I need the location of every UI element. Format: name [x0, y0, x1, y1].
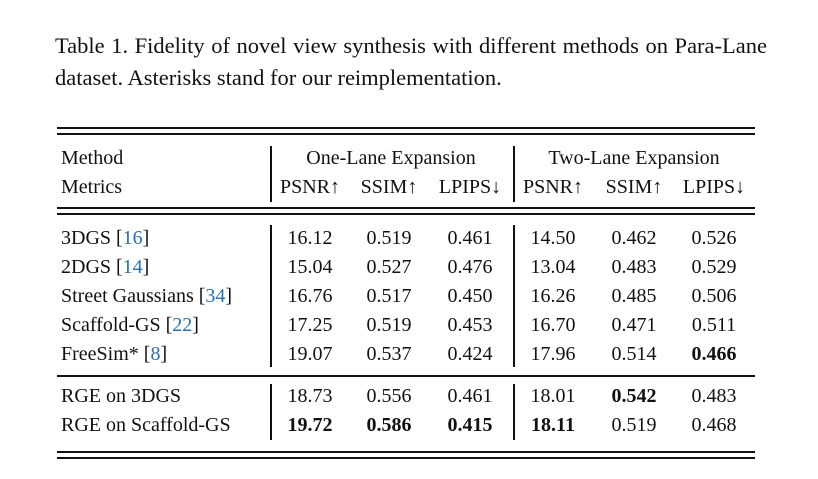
method-text: Scaffold-GS [ [61, 314, 173, 336]
method-text: RGE on Scaffold-GS [61, 414, 231, 436]
method-text: 2DGS [ [61, 256, 123, 278]
cell: 0.462 [611, 227, 657, 249]
cell: 0.519 [366, 227, 412, 249]
cell: 17.25 [287, 314, 333, 336]
method: 3DGS [16] [61, 226, 149, 250]
method: RGE on 3DGS [61, 384, 181, 408]
cell: 0.483 [611, 256, 657, 278]
cell: 0.461 [447, 227, 493, 249]
cell: 16.70 [530, 314, 576, 336]
caption: Table 1. Fidelity of novel view synthesi… [55, 33, 767, 90]
group-header: One-Lane Expansion [306, 147, 476, 169]
column-rule [270, 384, 272, 440]
cell: 0.468 [691, 414, 737, 436]
header-label: Method [61, 147, 124, 169]
cell: 17.96 [530, 343, 576, 365]
rule [57, 213, 755, 215]
cell: 0.485 [611, 285, 657, 307]
cell: 0.511 [691, 314, 737, 336]
cell: 0.415 [447, 414, 493, 436]
cell: 18.73 [287, 385, 333, 407]
cell: 16.26 [530, 285, 576, 307]
method-text: ] [160, 343, 168, 365]
cell: 16.76 [287, 285, 333, 307]
cell: 0.471 [611, 314, 657, 336]
column-rule [270, 146, 272, 202]
cell: 0.542 [611, 385, 657, 407]
cell: 0.450 [447, 285, 493, 307]
column-rule [513, 146, 515, 202]
cell: 0.483 [691, 385, 737, 407]
column-rule [513, 384, 515, 440]
cell: 0.519 [611, 414, 657, 436]
rule [57, 133, 755, 135]
column-rule [270, 225, 272, 367]
method-text: Street Gaussians [ [61, 285, 206, 307]
metric-header: LPIPS↓ [438, 176, 502, 198]
rule [57, 457, 755, 459]
cell: 0.517 [366, 285, 412, 307]
rule [57, 375, 755, 377]
metric-header: SSIM↑ [360, 176, 418, 198]
cell: 0.424 [447, 343, 493, 365]
metric-header: PSNR↑ [279, 176, 341, 198]
cell: 0.476 [447, 256, 493, 278]
citation: 14 [122, 256, 143, 278]
citation: 22 [172, 314, 193, 336]
cell: 13.04 [530, 256, 576, 278]
method-text: FreeSim* [ [61, 343, 151, 365]
cell: 0.527 [366, 256, 412, 278]
citation: 16 [122, 227, 143, 249]
rule [57, 127, 755, 129]
cell: 18.11 [531, 414, 575, 436]
cell: 14.50 [530, 227, 576, 249]
method: Scaffold-GS [22] [61, 313, 199, 337]
cell: 0.526 [691, 227, 737, 249]
metric-header: PSNR↑ [522, 176, 584, 198]
cell: 15.04 [287, 256, 333, 278]
cell: 18.01 [530, 385, 576, 407]
method: FreeSim* [8] [61, 342, 167, 366]
method: RGE on Scaffold-GS [61, 413, 231, 437]
cell: 19.72 [287, 414, 333, 436]
column-rule [513, 225, 515, 367]
cell: 0.453 [447, 314, 493, 336]
cell: 0.519 [366, 314, 412, 336]
group-header: Two-Lane Expansion [548, 147, 720, 169]
rule [57, 451, 755, 453]
metric-header: SSIM↑ [605, 176, 663, 198]
method-text: ] [192, 314, 199, 336]
method-text: ] [142, 256, 150, 278]
method-text: ] [225, 285, 233, 307]
cell: 19.07 [287, 343, 333, 365]
method: 2DGS [14] [61, 255, 149, 279]
citation: 34 [205, 285, 226, 307]
header-label: Metrics [61, 176, 123, 198]
method-text: RGE on 3DGS [61, 385, 182, 407]
citation: 8 [150, 343, 161, 365]
metric-header: LPIPS↓ [682, 176, 746, 198]
cell: 0.529 [691, 256, 737, 278]
cell: 16.12 [287, 227, 333, 249]
cell: 0.586 [366, 414, 412, 436]
cell: 0.514 [611, 343, 657, 365]
cell: 0.466 [691, 343, 737, 365]
method-text: 3DGS [ [61, 227, 123, 249]
method: Street Gaussians [34] [61, 284, 232, 308]
cell: 0.506 [691, 285, 737, 307]
method-text: ] [142, 227, 150, 249]
cell: 0.537 [366, 343, 412, 365]
rule [57, 207, 755, 209]
cell: 0.556 [366, 385, 412, 407]
cell: 0.461 [447, 385, 493, 407]
